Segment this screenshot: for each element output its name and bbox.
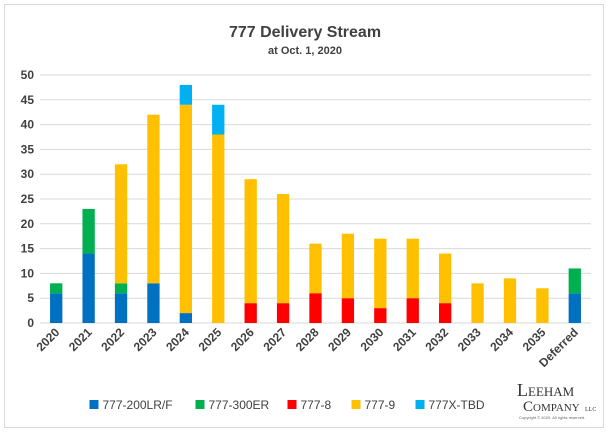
legend-label: 777-200LR/F (103, 398, 173, 412)
y-tick-label: 25 (21, 192, 35, 206)
bar-777-9-2029 (341, 233, 355, 299)
y-tick-label: 15 (21, 242, 35, 256)
y-tick-label: 35 (21, 142, 35, 156)
gridlines (40, 74, 591, 324)
x-tick-label: 2031 (390, 325, 419, 354)
bar-777-300er-2021 (82, 208, 95, 254)
bar-777-9-2032 (438, 253, 452, 304)
bar-777-200lr-f-2024 (179, 313, 193, 323)
x-tick-label: 2021 (66, 325, 95, 354)
bar-777-300er-2022 (114, 283, 128, 294)
y-tick-label: 50 (21, 68, 35, 82)
logo-line1: LEEHAM (517, 380, 575, 400)
legend-label: 777X-TBD (429, 398, 485, 412)
legend: 777-200LR/F 777-300ER 777-8 777-9 777X-TBD (89, 398, 485, 412)
bar-777-8-2032 (438, 303, 452, 323)
y-tick-label: 30 (21, 167, 35, 181)
x-tick-label: 2035 (520, 325, 549, 354)
bar-777x-tbd-2024 (179, 84, 193, 105)
bar-777-8-2027 (276, 303, 290, 323)
y-tick-label: 40 (21, 118, 35, 132)
logo-line2: COMPANY LLC (523, 399, 596, 415)
chart-frame: 777 Delivery Stream at Oct. 1, 2020 0 5 10… (4, 4, 604, 428)
legend-swatch-777x-tbd (415, 400, 425, 409)
bar-777-200lr-f-2020 (50, 293, 63, 323)
bar-777-8-2030 (374, 308, 387, 323)
bar-777-9-2035 (536, 288, 549, 323)
bar-777-9-2026 (244, 179, 257, 304)
x-tick-label: 2028 (293, 325, 322, 354)
bar-777-300er-deferred (568, 268, 581, 294)
legend-swatch-777-200lr-f (89, 400, 99, 409)
x-tick-label: 2027 (260, 325, 289, 354)
legend-swatch-777-300er (195, 400, 205, 409)
bar-777-9-2025 (212, 134, 225, 323)
y-tick-label: 20 (21, 217, 35, 231)
bar-777-200lr-f-deferred (568, 293, 581, 323)
leeham-logo: LEEHAM COMPANY LLC Copyright © 2020. All… (517, 380, 596, 420)
y-tick-labels: 0 5 10 15 20 25 30 35 40 45 50 (21, 68, 35, 330)
bar-777-200lr-f-2021 (82, 253, 95, 323)
bar-777-300er-2020 (50, 283, 63, 294)
x-tick-label: 2032 (422, 325, 451, 354)
bar-777-8-2031 (406, 298, 419, 323)
x-tick-label: 2020 (34, 325, 63, 354)
legend-label: 777-9 (365, 398, 396, 412)
bar-777-9-2022 (114, 164, 128, 284)
chart-title: 777 Delivery Stream (229, 24, 381, 41)
legend-label: 777-8 (301, 398, 332, 412)
x-tick-label: 2034 (487, 325, 516, 354)
bar-777-9-2023 (147, 114, 160, 284)
y-tick-label: 5 (27, 291, 34, 305)
logo-copyright: Copyright © 2020. All rights reserved. (519, 415, 585, 420)
x-tick-label: 2026 (228, 325, 257, 354)
x-tick-label: 2024 (163, 325, 192, 354)
bar-777-9-2028 (309, 243, 322, 294)
y-tick-label: 45 (21, 93, 35, 107)
bar-777-8-2029 (341, 298, 355, 323)
y-tick-label: 0 (27, 316, 34, 330)
bar-777-9-2024 (179, 104, 193, 314)
legend-label: 777-300ER (209, 398, 270, 412)
bar-777-200lr-f-2023 (147, 283, 160, 323)
bars (50, 84, 581, 323)
x-tick-labels: 2020 2021 2022 2023 2024 2025 2026 2027 2028 2029… (34, 325, 581, 370)
legend-swatch-777-8 (287, 400, 297, 409)
bar-777-9-2031 (406, 238, 419, 299)
bar-777-9-2027 (276, 194, 290, 304)
y-tick-label: 10 (21, 266, 35, 280)
chart-subtitle: at Oct. 1, 2020 (268, 45, 342, 57)
bar-777-8-2026 (244, 303, 257, 323)
x-tick-label: 2023 (131, 325, 160, 354)
x-tick-label: 2022 (98, 325, 127, 354)
bar-777-9-2033 (471, 283, 484, 323)
x-tick-label: 2029 (325, 325, 354, 354)
bar-777-9-2030 (374, 238, 387, 309)
chart-svg: 777 Delivery Stream at Oct. 1, 2020 0 5 10… (21, 24, 597, 420)
bar-777-9-2034 (503, 278, 517, 323)
x-tick-label: 2025 (196, 325, 225, 354)
x-tick-label: 2033 (455, 325, 484, 354)
legend-swatch-777-9 (351, 400, 361, 409)
bar-777-200lr-f-2022 (114, 293, 128, 323)
bar-777-8-2028 (309, 293, 322, 323)
bar-777x-tbd-2025 (212, 104, 225, 135)
x-tick-label: 2030 (358, 325, 387, 354)
